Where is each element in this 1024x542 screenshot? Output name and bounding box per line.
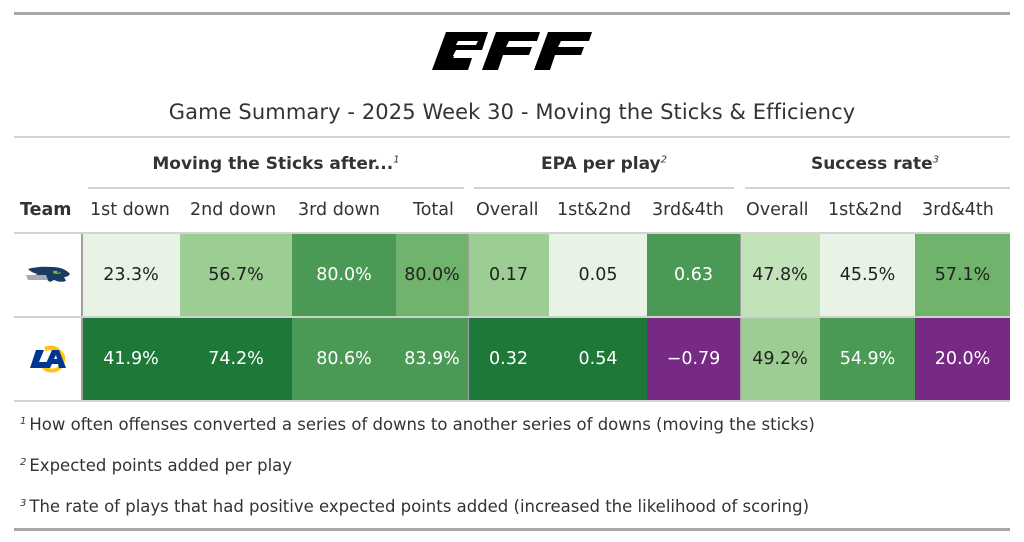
spanner-line-epa [474, 187, 734, 189]
pff-logo-icon [432, 32, 592, 70]
table-cell: 57.1% [915, 234, 1010, 316]
spanner-label: Moving the Sticks after... [152, 154, 394, 174]
spanner-epa: EPA per play2 [474, 154, 734, 174]
column-header: 3rd down [298, 200, 380, 220]
column-header: Total [413, 200, 454, 220]
spanner-success-rate: Success rate3 [745, 154, 1005, 174]
table-cell: 45.5% [820, 234, 915, 316]
table-cell: 0.32 [468, 318, 549, 400]
footnote-mark: 1 [20, 415, 27, 427]
footnote-text: Expected points added per play [29, 456, 293, 475]
table-cell: 47.8% [740, 234, 820, 316]
footnote-1: 1 How often offenses converted a series o… [20, 415, 815, 434]
title-rule [14, 136, 1010, 138]
table-cell: 0.05 [549, 234, 647, 316]
footnote-mark: 1 [393, 154, 400, 166]
table-cell: 80.0% [292, 234, 396, 316]
spanner-line-moving-sticks [88, 187, 464, 189]
table-cell: 54.9% [820, 318, 915, 400]
footnote-mark: 3 [932, 154, 940, 166]
footnote-3: 3 The rate of plays that had positive exp… [20, 497, 809, 516]
header-rule [14, 232, 1010, 234]
table-title: Game Summary - 2025 Week 30 - Moving the… [168, 100, 856, 124]
team-cell-seahawks [14, 234, 81, 316]
table-cell: −0.79 [647, 318, 740, 400]
spanner-label: Success rate [810, 154, 933, 174]
column-header: 2nd down [190, 200, 277, 220]
table-cell: 0.17 [468, 234, 549, 316]
table-cell: 74.2% [180, 318, 292, 400]
column-header: Overall [476, 200, 539, 220]
footnote-text: The rate of plays that had positive expe… [29, 497, 809, 516]
table-cell: 80.0% [396, 234, 468, 316]
table-cell: 23.3% [82, 234, 180, 316]
footnote-mark: 2 [20, 456, 27, 468]
column-header: Overall [746, 200, 809, 220]
seahawks-logo-icon [25, 266, 70, 282]
team-cell-rams [14, 318, 81, 400]
table-cell: 0.63 [647, 234, 740, 316]
bottom-rule [14, 528, 1010, 531]
footnote-mark: 3 [20, 497, 27, 509]
column-header-team: Team [20, 200, 72, 220]
table-cell: 80.6% [292, 318, 396, 400]
column-header: 1st&2nd [828, 200, 903, 220]
column-header: 1st&2nd [557, 200, 632, 220]
table-cell: 83.9% [396, 318, 468, 400]
table-cell: 41.9% [82, 318, 180, 400]
column-header: 3rd&4th [922, 200, 994, 220]
footnote-2: 2 Expected points added per play [20, 456, 292, 475]
column-header: 1st down [90, 200, 170, 220]
table-cell: 56.7% [180, 234, 292, 316]
table-cell: 49.2% [740, 318, 820, 400]
spanner-label: EPA per play [541, 154, 661, 174]
rams-logo-icon [29, 345, 66, 373]
footnote-text: How often offenses converted a series of… [29, 415, 815, 434]
spanner-moving-sticks: Moving the Sticks after...1 [88, 154, 464, 174]
row-divider [14, 316, 1010, 318]
column-header: 3rd&4th [652, 200, 724, 220]
table-cell: 20.0% [915, 318, 1010, 400]
table-cell: 0.54 [549, 318, 647, 400]
footnote-mark: 2 [660, 154, 667, 166]
table-bottom-rule [14, 400, 1010, 402]
top-rule [14, 12, 1010, 15]
spanner-line-success-rate [745, 187, 1010, 189]
